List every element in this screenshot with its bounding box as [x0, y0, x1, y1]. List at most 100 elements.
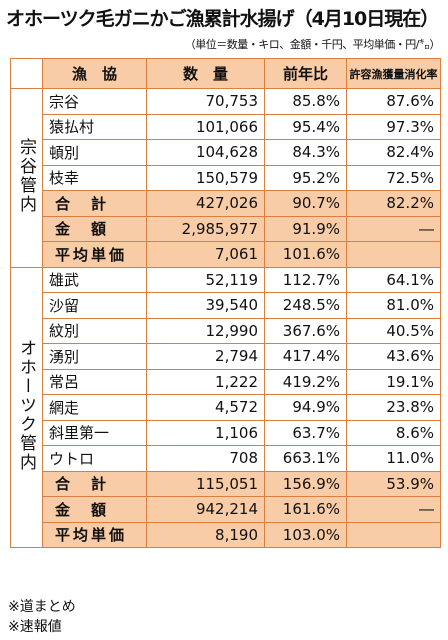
cell: 101.6%: [264, 241, 347, 268]
cell: 91.9%: [264, 215, 347, 242]
header-row: 漁 協数 量前年比 許容漁獲量消化率: [10, 58, 441, 89]
row-label: 猿払村: [42, 113, 147, 140]
cell: ―: [346, 215, 441, 242]
cell: 2,985,977: [146, 215, 265, 242]
row-label: 湧別: [42, 343, 147, 370]
cell: 103.0%: [264, 521, 347, 548]
section-label: オホーツク管内: [16, 338, 36, 472]
cell: 101,066: [146, 113, 265, 140]
cell: 90.7%: [264, 190, 347, 217]
cell: 367.6%: [264, 317, 347, 344]
summary-row: 合 計 427,026 90.7% 82.2%: [11, 190, 441, 217]
catch-table: 漁 協数 量前年比 許容漁獲量消化率 宗谷管内 宗谷 70,753 85.8% 87.6% 猿…: [10, 58, 441, 548]
cell: 81.0%: [346, 292, 441, 319]
cell: 63.7%: [264, 419, 347, 446]
cell: 84.3%: [264, 139, 347, 166]
cell: 82.2%: [346, 190, 441, 217]
cell: 95.4%: [264, 113, 347, 140]
cell: 19.1%: [346, 368, 441, 395]
cell: 94.9%: [264, 394, 347, 421]
note: ※速報値: [8, 619, 62, 635]
cell: 417.4%: [264, 343, 347, 370]
cell: 70,753: [146, 88, 265, 115]
title: オホーツク毛ガニかご漁累計水揚げ（4月10日現在）: [6, 8, 439, 30]
data-row: 猿払村 101,066 95.4% 97.3%: [11, 113, 441, 140]
cell: 7,061: [146, 241, 265, 268]
cell: 104,628: [146, 139, 265, 166]
row-label: 合 計: [42, 190, 147, 217]
cell: 942,214: [146, 496, 265, 523]
column-header: 数 量: [146, 58, 265, 89]
column-header: 前年比: [264, 58, 347, 89]
cell: 2,794: [146, 343, 265, 370]
cell: 1,106: [146, 419, 265, 446]
data-row: 湧別 2,794 417.4% 43.6%: [11, 343, 441, 370]
cell: 43.6%: [346, 343, 441, 370]
section-cell: オホーツク管内: [10, 266, 43, 548]
row-label: 金 額: [42, 496, 147, 523]
data-row: 常呂 1,222 419.2% 19.1%: [11, 368, 441, 395]
cell: 97.3%: [346, 113, 441, 140]
cell: [346, 241, 441, 268]
cell: 64.1%: [346, 266, 441, 293]
cell: 161.6%: [264, 496, 347, 523]
column-header: 許容漁獲量消化率: [346, 58, 441, 89]
row-label: 斜里第一: [42, 419, 147, 446]
cell: 4,572: [146, 394, 265, 421]
data-row: 宗谷管内 宗谷 70,753 85.8% 87.6%: [10, 88, 441, 268]
table-body: 漁 協数 量前年比 許容漁獲量消化率 宗谷管内 宗谷 70,753 85.8% 87.6% 猿…: [10, 58, 441, 548]
cell: 1,222: [146, 368, 265, 395]
summary-row: 合 計 115,051 156.9% 53.9%: [11, 470, 441, 497]
cell: 53.9%: [346, 470, 441, 497]
data-row: ウトロ 708 663.1% 11.0%: [11, 445, 441, 472]
cell: 708: [146, 445, 265, 472]
data-row: オホーツク管内 雄武 52,119 112.7% 64.1%: [10, 266, 441, 548]
unit-note: （単位＝数量・キロ、金額・千円、平均単価・円/㌔）: [184, 38, 441, 51]
section-label: 宗谷管内: [16, 137, 36, 214]
cell: 11.0%: [346, 445, 441, 472]
summary-row: 平均単価 8,190 103.0%: [11, 521, 441, 548]
note: ※道まとめ: [8, 599, 76, 615]
row-label: 紋別: [42, 317, 147, 344]
row-label: 常呂: [42, 368, 147, 395]
row-label: 雄武: [42, 266, 147, 293]
cell: 115,051: [146, 470, 265, 497]
data-row: 沙留 39,540 248.5% 81.0%: [11, 292, 441, 319]
cell: 40.5%: [346, 317, 441, 344]
data-row: 網走 4,572 94.9% 23.8%: [11, 394, 441, 421]
cell: 419.2%: [264, 368, 347, 395]
cell: 8,190: [146, 521, 265, 548]
row-label: 平均単価: [42, 241, 147, 268]
row-label: 沙留: [42, 292, 147, 319]
cell: 85.8%: [264, 88, 347, 115]
row-label: 枝幸: [42, 164, 147, 191]
row-label: 網走: [42, 394, 147, 421]
row-label: 金 額: [42, 215, 147, 242]
cell: [346, 521, 441, 548]
summary-row: 金 額 2,985,977 91.9% ―: [11, 215, 441, 242]
cell: 95.2%: [264, 164, 347, 191]
data-row: 紋別 12,990 367.6% 40.5%: [11, 317, 441, 344]
cell: 8.6%: [346, 419, 441, 446]
summary-row: 金 額 942,214 161.6% ―: [11, 496, 441, 523]
cell: 427,026: [146, 190, 265, 217]
row-label: ウトロ: [42, 445, 147, 472]
cell: 156.9%: [264, 470, 347, 497]
cell: 82.4%: [346, 139, 441, 166]
cell: 23.8%: [346, 394, 441, 421]
cell: 248.5%: [264, 292, 347, 319]
cell: 150,579: [146, 164, 265, 191]
row-label: 平均単価: [42, 521, 147, 548]
cell: 663.1%: [264, 445, 347, 472]
cell: 52,119: [146, 266, 265, 293]
corner-cell: [10, 58, 43, 89]
cell: 72.5%: [346, 164, 441, 191]
cell: 112.7%: [264, 266, 347, 293]
section-cell: 宗谷管内: [10, 88, 43, 268]
summary-row: 平均単価 7,061 101.6%: [11, 241, 441, 268]
column-header: 漁 協: [42, 58, 147, 89]
row-label: 宗谷: [42, 88, 147, 115]
cell: ―: [346, 496, 441, 523]
row-label: 合 計: [42, 470, 147, 497]
